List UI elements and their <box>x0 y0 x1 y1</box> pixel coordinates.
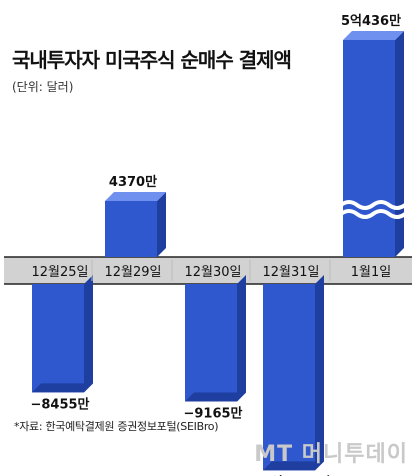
value-label: −8455만 <box>30 396 89 412</box>
bar-cap <box>32 383 93 393</box>
category-label: 12월31일 <box>262 265 319 280</box>
bar-front <box>343 40 395 257</box>
category-label: 12월30일 <box>184 265 241 280</box>
value-label: −9165만 <box>183 405 242 421</box>
bar-side <box>395 31 404 257</box>
value-label: 4370만 <box>109 174 157 190</box>
bar-front <box>185 284 237 402</box>
bar-cap <box>185 392 246 402</box>
category-label: 1월1일 <box>351 265 391 280</box>
category-label: 12월25일 <box>31 265 88 280</box>
bar-1월1일 <box>339 31 407 257</box>
axis-band <box>4 257 412 284</box>
bar-front <box>105 201 157 257</box>
axis-break-wave-1 <box>339 200 407 210</box>
bar-top <box>105 192 166 201</box>
brand-watermark: MT 머니투데이 <box>254 442 408 467</box>
bar-side <box>157 192 166 257</box>
source-note: *자료: 한국예탁결제원 증권정보포털(SEIBro) <box>14 420 219 433</box>
bar-top <box>343 31 404 40</box>
bar-front <box>32 284 84 393</box>
bar-side <box>84 275 93 393</box>
bar-12월25일 <box>32 275 93 393</box>
bar-12월29일 <box>105 192 166 257</box>
unit-note: (단위: 달러) <box>12 80 74 94</box>
bar-12월31일 <box>263 275 324 471</box>
axis-break-wave-2 <box>339 209 407 219</box>
bar-side <box>315 275 324 471</box>
bar-cap <box>263 461 324 471</box>
chart-title: 국내투자자 미국주식 순매수 결제액 <box>12 48 292 72</box>
bar-side <box>237 275 246 402</box>
bar-12월30일 <box>185 275 246 402</box>
value-label: −1억4542만 <box>251 474 331 476</box>
value-label: 5억436만 <box>341 13 401 29</box>
bar-front <box>263 284 315 471</box>
category-label: 12월29일 <box>104 265 161 280</box>
